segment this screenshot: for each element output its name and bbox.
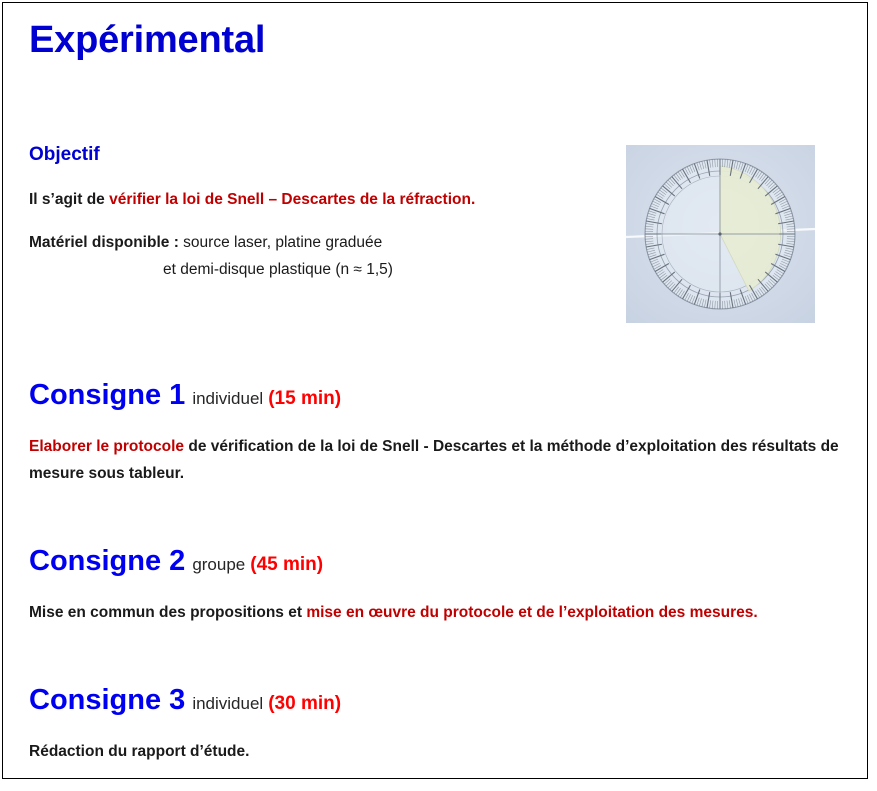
consigne-1-mode: individuel bbox=[192, 389, 264, 408]
consigne-2-duration: (45 min) bbox=[250, 554, 324, 575]
protractor-photo bbox=[626, 145, 815, 323]
consigne-2-title: Consigne 2 bbox=[29, 545, 186, 577]
objectif-statement-prefix: Il s’agit de bbox=[29, 191, 110, 208]
materiel-value: source laser, platine graduée bbox=[178, 234, 383, 251]
consigne-2-heading: Consigne 2 groupe (45 min) bbox=[29, 545, 323, 578]
consigne-1-body: Elaborer le protocole de vérification de… bbox=[29, 433, 859, 487]
slide-frame: Expérimental Objectif Il s’agit de vérif… bbox=[2, 2, 868, 779]
consigne-2-body-prefix: Mise en commun des propositions et bbox=[29, 604, 307, 621]
page-title: Expérimental bbox=[29, 19, 266, 61]
objectif-heading: Objectif bbox=[29, 144, 100, 165]
consigne-1-body-rest: de vérification de la loi de Snell - Des… bbox=[29, 438, 839, 482]
consigne-3-title: Consigne 3 bbox=[29, 684, 186, 716]
materiel-line-2: et demi-disque plastique (n ≈ 1,5) bbox=[163, 261, 393, 278]
objectif-statement-suffix: . bbox=[470, 191, 476, 208]
materiel-line: Matériel disponible : source laser, plat… bbox=[29, 234, 382, 252]
materiel-label: Matériel disponible : bbox=[29, 234, 179, 251]
objectif-statement: Il s’agit de vérifier la loi de Snell – … bbox=[29, 191, 475, 209]
consigne-3-mode: individuel bbox=[192, 694, 264, 713]
consigne-1-duration: (15 min) bbox=[268, 388, 342, 409]
consigne-1-title: Consigne 1 bbox=[29, 379, 186, 411]
consigne-3-duration: (30 min) bbox=[268, 693, 342, 714]
consigne-2-body: Mise en commun des propositions et mise … bbox=[29, 599, 859, 626]
objectif-statement-highlight: vérifier la loi de Snell – Descartes de … bbox=[109, 191, 471, 208]
consigne-3-heading: Consigne 3 individuel (30 min) bbox=[29, 684, 341, 717]
consigne-2-mode: groupe bbox=[192, 555, 246, 574]
consigne-1-heading: Consigne 1 individuel (15 min) bbox=[29, 379, 341, 412]
protractor-illustration bbox=[626, 145, 815, 323]
consigne-3-body: Rédaction du rapport d’étude. bbox=[29, 743, 250, 760]
consigne-1-body-highlight: Elaborer le protocole bbox=[29, 438, 185, 455]
consigne-2-body-highlight: mise en œuvre du protocole et de l’explo… bbox=[306, 604, 758, 621]
